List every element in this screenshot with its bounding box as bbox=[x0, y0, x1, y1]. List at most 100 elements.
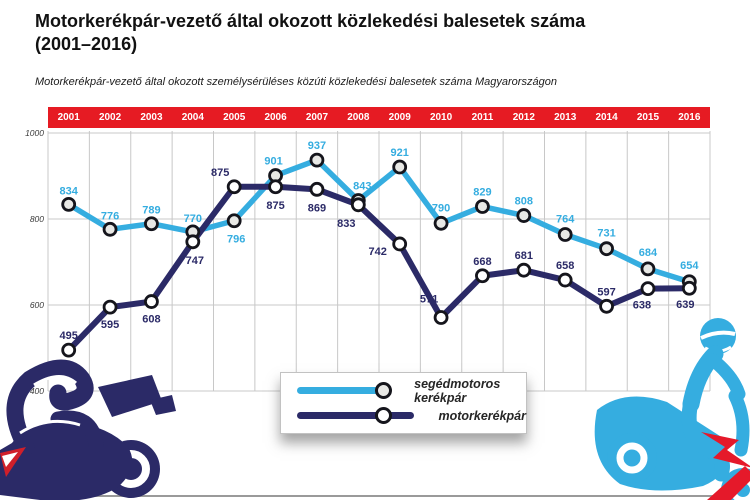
data-point-label-1: 681 bbox=[515, 250, 533, 262]
chart-legend: segédmotoros kerékpár motorkerékpár bbox=[280, 372, 527, 434]
data-point-label-1: 875 bbox=[266, 200, 284, 212]
data-point-marker-1 bbox=[599, 298, 614, 314]
data-point-marker-1 bbox=[144, 294, 159, 309]
data-point-marker-0 bbox=[475, 199, 490, 214]
data-point-marker-1 bbox=[516, 262, 532, 278]
data-point-label-0: 684 bbox=[639, 247, 658, 259]
footer-divider bbox=[80, 495, 750, 497]
year-label: 2006 bbox=[264, 112, 287, 123]
data-point-label-1: 639 bbox=[676, 299, 694, 311]
data-point-marker-0 bbox=[61, 196, 77, 212]
data-point-marker-1 bbox=[61, 342, 77, 358]
data-point-marker-1 bbox=[640, 281, 656, 297]
data-point-label-1: 833 bbox=[337, 218, 355, 230]
year-label: 2011 bbox=[471, 112, 494, 123]
year-header-bar: 2001 2002 2003 2004 2005 2006 2007 2008 2009 2010… bbox=[48, 107, 710, 128]
data-point-marker-1 bbox=[475, 268, 490, 284]
data-point-marker-0 bbox=[144, 216, 159, 232]
data-point-label-1: 875 bbox=[211, 167, 229, 179]
legend-marker-icon bbox=[375, 382, 392, 399]
data-point-label-1: 597 bbox=[597, 286, 615, 298]
year-label: 2014 bbox=[595, 112, 618, 123]
data-point-label-1: 869 bbox=[308, 202, 326, 214]
legend-item: segédmotoros kerékpár bbox=[281, 377, 526, 405]
data-point-label-0: 834 bbox=[60, 185, 79, 197]
legend-marker-icon bbox=[375, 407, 392, 424]
page-title-line1: Motorkerékpár-vezető által okozott közle… bbox=[35, 11, 586, 31]
data-point-marker-1 bbox=[557, 272, 573, 288]
data-point-label-0: 770 bbox=[184, 213, 202, 225]
data-point-marker-0 bbox=[433, 215, 449, 231]
year-label: 2005 bbox=[223, 112, 246, 123]
data-point-label-1: 595 bbox=[101, 319, 119, 331]
data-point-label-1: 747 bbox=[186, 255, 204, 267]
y-axis-tick-label: 800 bbox=[30, 214, 44, 224]
year-label: 2016 bbox=[678, 112, 701, 123]
data-point-marker-1 bbox=[681, 280, 697, 296]
data-point-label-0: 796 bbox=[227, 234, 245, 246]
data-point-marker-1 bbox=[309, 181, 325, 197]
legend-line-swatch bbox=[297, 407, 415, 424]
y-axis-tick-label: 600 bbox=[30, 300, 44, 310]
page-title: Motorkerékpár-vezető által okozott közle… bbox=[35, 10, 725, 56]
data-point-label-0: 829 bbox=[473, 187, 491, 199]
series-line-1 bbox=[65, 183, 693, 354]
data-point-marker-1 bbox=[350, 197, 366, 213]
data-point-label-1: 495 bbox=[60, 330, 78, 342]
data-point-marker-0 bbox=[309, 152, 325, 168]
y-axis-tick-label: 400 bbox=[30, 386, 44, 396]
data-point-marker-0 bbox=[392, 159, 408, 175]
data-point-label-1: 658 bbox=[556, 260, 574, 272]
data-point-marker-0 bbox=[640, 261, 656, 277]
data-point-label-0: 921 bbox=[391, 147, 409, 159]
data-point-marker-0 bbox=[599, 241, 614, 257]
data-point-label-1: 742 bbox=[369, 246, 387, 258]
scooter-crash-icon bbox=[594, 318, 750, 500]
year-label: 2001 bbox=[57, 112, 80, 123]
year-label: 2002 bbox=[98, 112, 122, 123]
data-point-marker-1 bbox=[433, 310, 449, 325]
data-point-label-1: 668 bbox=[473, 256, 491, 268]
data-point-label-0: 776 bbox=[101, 210, 119, 222]
year-label: 2013 bbox=[554, 112, 577, 123]
data-point-marker-1 bbox=[226, 179, 242, 195]
year-label: 2010 bbox=[429, 112, 453, 123]
chart-subtitle: Motorkerékpár-vezető által okozott szemé… bbox=[35, 76, 557, 88]
data-point-marker-0 bbox=[226, 213, 242, 229]
legend-label: segédmotoros kerékpár bbox=[414, 376, 501, 405]
year-label: 2008 bbox=[347, 112, 370, 123]
data-point-label-1: 608 bbox=[142, 314, 160, 326]
data-point-label-0: 790 bbox=[432, 202, 450, 214]
year-label: 2007 bbox=[305, 112, 329, 123]
data-point-marker-1 bbox=[268, 179, 283, 195]
data-point-marker-1 bbox=[185, 234, 201, 250]
series-line-0 bbox=[65, 157, 693, 285]
y-axis-tick-label: 1000 bbox=[25, 128, 44, 138]
data-point-label-0: 764 bbox=[556, 213, 575, 225]
data-point-label-0: 789 bbox=[142, 205, 160, 217]
data-point-marker-1 bbox=[102, 299, 118, 315]
legend-label: motorkerékpár bbox=[438, 408, 526, 423]
motorcycle-crash-icon bbox=[0, 359, 176, 500]
year-label: 2009 bbox=[388, 112, 411, 123]
data-point-label-0: 731 bbox=[597, 228, 615, 240]
data-point-marker-0 bbox=[516, 208, 532, 223]
legend-line-swatch bbox=[297, 382, 392, 399]
page-title-line2: (2001–2016) bbox=[35, 34, 138, 54]
data-point-label-0: 843 bbox=[353, 181, 371, 193]
data-point-label-0: 937 bbox=[308, 140, 326, 152]
data-point-label-0: 808 bbox=[515, 196, 533, 208]
year-label: 2004 bbox=[181, 112, 204, 123]
data-point-label-0: 901 bbox=[264, 156, 282, 168]
year-label: 2012 bbox=[512, 112, 535, 123]
data-point-label-1: 571 bbox=[420, 293, 438, 305]
year-label: 2003 bbox=[140, 112, 163, 123]
data-point-label-0: 654 bbox=[680, 260, 699, 272]
data-point-marker-0 bbox=[102, 221, 118, 237]
year-label: 2015 bbox=[636, 112, 660, 123]
data-point-marker-0 bbox=[557, 227, 573, 242]
legend-item: motorkerékpár bbox=[281, 407, 526, 425]
data-point-label-1: 638 bbox=[633, 300, 651, 312]
data-point-marker-1 bbox=[392, 236, 408, 252]
